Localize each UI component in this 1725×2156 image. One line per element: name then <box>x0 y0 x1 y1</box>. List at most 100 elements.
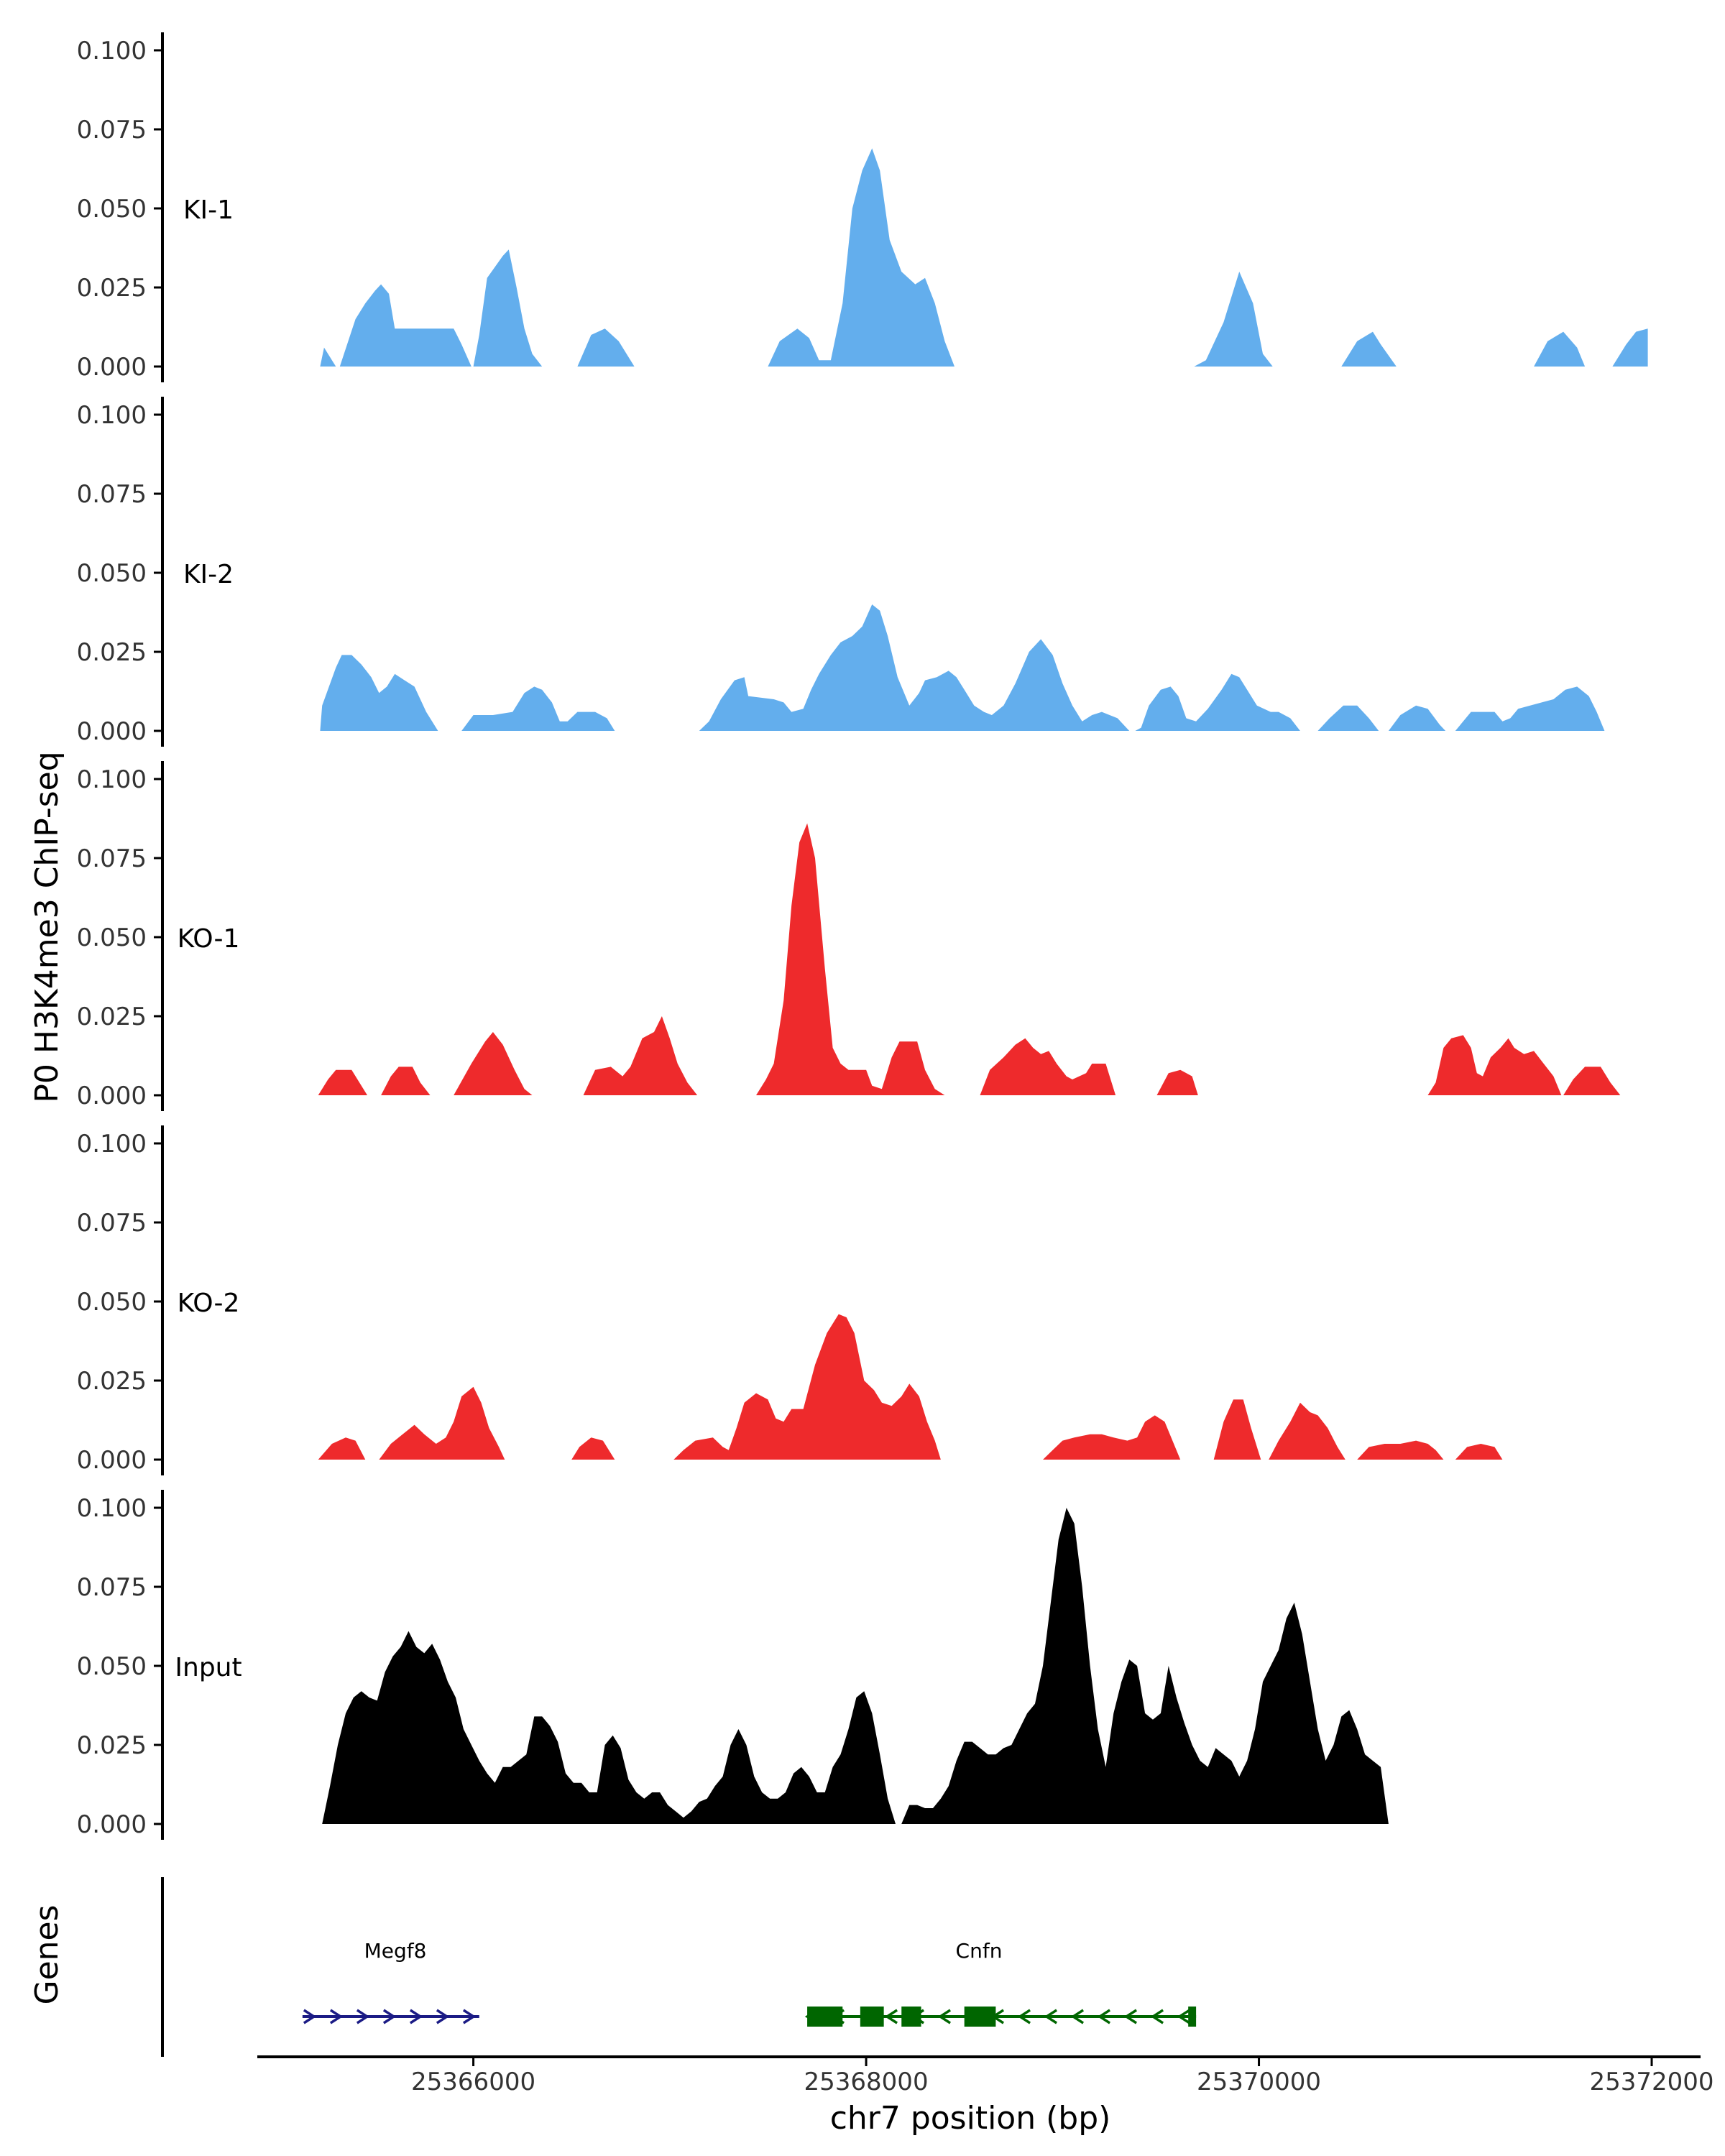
signal-area <box>1534 331 1586 367</box>
y-tick-label: 0.050 <box>77 559 147 588</box>
strand-arrow <box>1044 2009 1058 2024</box>
strand-arrow <box>1150 2009 1164 2024</box>
strand-arrow <box>409 2009 423 2024</box>
exon <box>1188 2007 1197 2027</box>
signal-area <box>768 148 954 367</box>
strand-arrow <box>1017 2009 1031 2024</box>
y-tick-label: 0.000 <box>77 1810 147 1839</box>
signal-area <box>1135 673 1300 731</box>
signal-area <box>1563 1067 1621 1095</box>
signal-area <box>583 1016 698 1095</box>
gene-label: Megf8 <box>364 1939 427 1963</box>
track-ki-2: 0.000 0.025 0.050 0.075 0.100 KI-2 <box>77 397 1605 747</box>
y-tick-label: 0.050 <box>77 195 147 224</box>
y-tick-label: 0.025 <box>77 638 147 667</box>
signal-area <box>322 1631 896 1824</box>
y-tick-label: 0.000 <box>77 717 147 746</box>
signal-area <box>1156 1069 1198 1095</box>
x-tick-label: 25366000 <box>411 2068 535 2096</box>
y-tick-label: 0.075 <box>77 1573 147 1602</box>
signal-area <box>1194 272 1273 367</box>
exon <box>964 2007 996 2027</box>
track-label: KO-1 <box>178 924 240 954</box>
y-tick-label: 0.075 <box>77 1209 147 1238</box>
strand-arrow <box>329 2009 344 2024</box>
signal-area <box>320 347 336 367</box>
signal-area <box>1317 705 1379 731</box>
exon <box>807 2007 843 2027</box>
strand-arrow <box>303 2009 317 2024</box>
x-tick-label: 25372000 <box>1589 2068 1714 2096</box>
signal-area <box>1269 1402 1346 1460</box>
signal-area <box>454 1032 533 1095</box>
track-label: KI-2 <box>183 560 234 589</box>
strand-arrow <box>1177 2009 1191 2024</box>
strand-arrow <box>436 2009 450 2024</box>
track-label: KO-2 <box>178 1289 240 1318</box>
signal-area <box>577 328 635 367</box>
x-tick-label: 25370000 <box>1197 2068 1321 2096</box>
y-tick-label: 0.025 <box>77 1367 147 1396</box>
strand-arrow <box>382 2009 397 2024</box>
y-tick-label: 0.100 <box>77 1130 147 1158</box>
strand-arrow <box>356 2009 370 2024</box>
y-tick-label: 0.000 <box>77 1446 147 1475</box>
signal-area <box>571 1437 615 1460</box>
track-label: Input <box>175 1653 242 1682</box>
x-tick-label: 25368000 <box>804 2068 929 2096</box>
signal-area <box>339 249 543 367</box>
signal-area <box>980 1038 1116 1095</box>
signal-area <box>318 1437 366 1460</box>
signal-area <box>461 686 615 731</box>
track-ko-2: 0.000 0.025 0.050 0.075 0.100 KO-2 <box>77 1125 1503 1475</box>
signal-area <box>1427 1035 1562 1095</box>
track-ki-1: 0.000 0.025 0.050 0.075 0.100 KI-1 <box>77 32 1648 382</box>
track-ko-1: 0.000 0.025 0.050 0.075 0.100 KO-1 <box>77 761 1621 1111</box>
track-input: 0.000 0.025 0.050 0.075 0.100 Input <box>77 1490 1389 1840</box>
strand-arrow <box>1123 2009 1138 2024</box>
y-tick-label: 0.075 <box>77 116 147 144</box>
signal-area <box>673 1314 941 1460</box>
signal-area <box>1331 331 1397 367</box>
genes-axis-title: Genes <box>29 1904 65 2004</box>
y-tick-label: 0.000 <box>77 353 147 382</box>
y-tick-label: 0.100 <box>77 401 147 430</box>
signal-area <box>756 823 945 1095</box>
y-tick-label: 0.100 <box>77 765 147 794</box>
strand-arrow <box>1070 2009 1085 2024</box>
track-label: KI-1 <box>183 195 234 225</box>
x-axis-title: chr7 position (bp) <box>830 2100 1111 2137</box>
signal-area <box>1357 1440 1444 1460</box>
y-tick-label: 0.025 <box>77 1003 147 1031</box>
signal-area <box>381 1067 431 1095</box>
signal-area <box>1455 686 1605 731</box>
y-axis-title: P0 H3K4me3 ChIP-seq <box>29 751 65 1102</box>
y-tick-label: 0.050 <box>77 1652 147 1681</box>
signal-area <box>1388 705 1446 731</box>
gene-megf8: Megf8 <box>302 1939 479 2024</box>
signal-area <box>1213 1399 1261 1460</box>
gene-label: Cnfn <box>956 1939 1003 1963</box>
y-tick-label: 0.075 <box>77 844 147 873</box>
y-tick-label: 0.025 <box>77 274 147 303</box>
gene-cnfn: Cnfn <box>804 1939 1197 2027</box>
y-tick-label: 0.000 <box>77 1082 147 1110</box>
signal-area <box>1612 328 1648 367</box>
gene-panel: Megf8 Cnfn <box>161 1877 1197 2057</box>
signal-tracks: 0.0000.0250.0500.0750.100KI-10.0000.0250… <box>77 32 1648 1840</box>
y-tick-label: 0.100 <box>77 37 147 65</box>
x-axis: 25366000 25368000 25370000 25372000 <box>257 2055 1714 2096</box>
y-tick-label: 0.075 <box>77 480 147 509</box>
y-tick-label: 0.100 <box>77 1494 147 1523</box>
exon <box>860 2007 884 2027</box>
strand-arrow <box>1097 2009 1111 2024</box>
strand-arrow <box>884 2009 898 2024</box>
signal-area <box>379 1386 505 1460</box>
strand-arrow <box>937 2009 952 2024</box>
strand-arrow <box>462 2009 477 2024</box>
exon <box>901 2007 921 2027</box>
signal-area <box>1043 1415 1181 1460</box>
y-tick-label: 0.050 <box>77 1288 147 1317</box>
y-tick-label: 0.050 <box>77 923 147 952</box>
